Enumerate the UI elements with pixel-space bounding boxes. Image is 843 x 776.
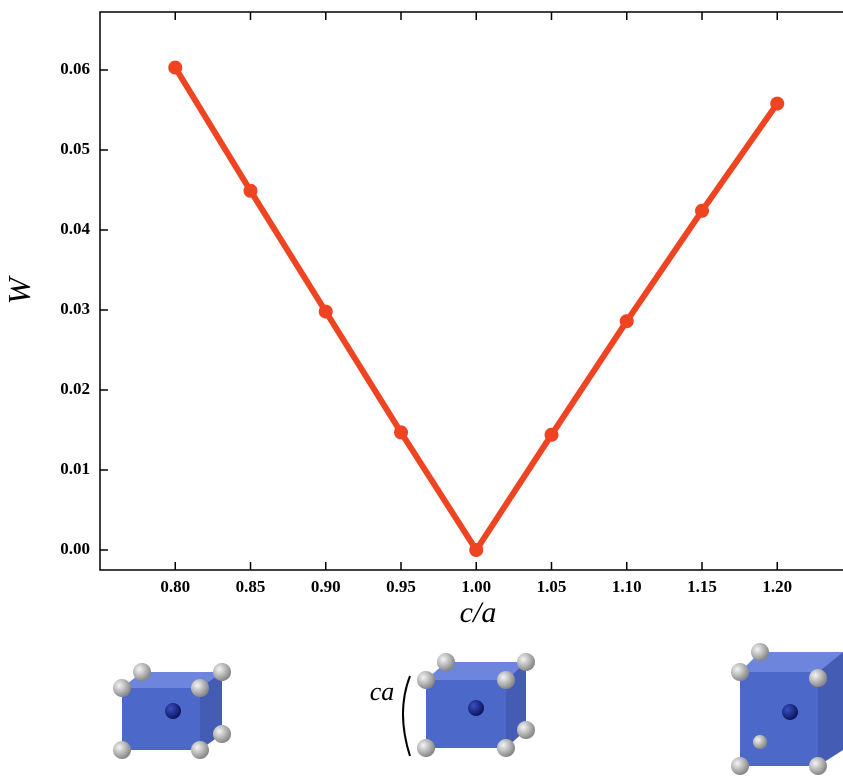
x-tick-label: 1.05 — [537, 577, 567, 596]
plot-frame — [99, 11, 843, 571]
cube-medium — [402, 653, 535, 757]
y-tick-label: 0.04 — [60, 219, 90, 238]
annotation: ca — [370, 677, 395, 706]
data-point — [770, 96, 785, 111]
data-point — [243, 183, 258, 198]
y-tick-label: 0.02 — [60, 379, 90, 398]
data-point — [318, 304, 333, 319]
x-tick-label: 0.80 — [160, 577, 190, 596]
y-axis-label: W — [1, 274, 37, 304]
cube-tall — [731, 643, 843, 775]
y-tick-label: 0.01 — [60, 459, 90, 478]
cube-small — [113, 663, 231, 759]
x-axis-label: c/a — [460, 596, 497, 629]
x-tick-label: 1.15 — [687, 577, 717, 596]
data-point — [619, 314, 634, 329]
x-tick-label: 0.85 — [236, 577, 266, 596]
data-point — [469, 543, 484, 557]
x-tick-label: 1.20 — [762, 577, 792, 596]
x-tick-label: 0.90 — [311, 577, 341, 596]
x-tick-label: 1.10 — [612, 577, 642, 596]
data-point — [695, 203, 709, 218]
data-point — [168, 60, 183, 75]
y-tick-label: 0.00 — [60, 539, 90, 558]
series-line — [172, 66, 780, 553]
y-tick-label: 0.05 — [60, 139, 90, 158]
data-point — [544, 427, 559, 442]
data-point — [394, 425, 408, 440]
x-tick-label: 0.95 — [386, 577, 416, 596]
x-tick-label: 1.00 — [461, 577, 491, 596]
y-tick-label: 0.03 — [60, 299, 90, 318]
y-tick-label: 0.06 — [60, 59, 90, 78]
